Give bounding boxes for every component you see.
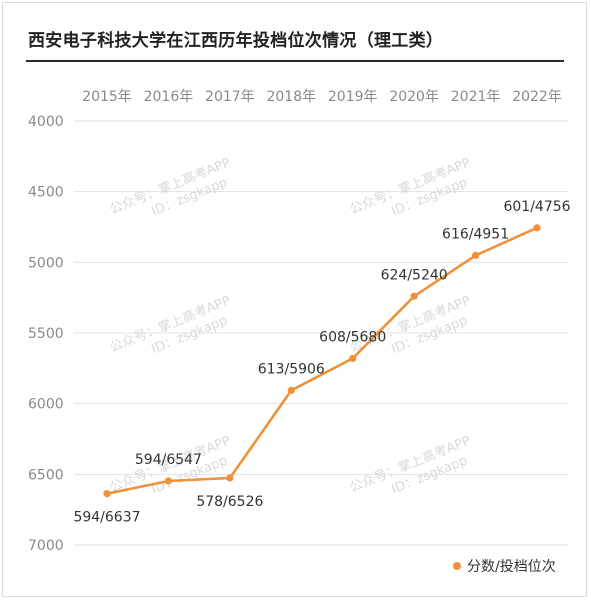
- y-tick-label: 4500: [28, 185, 64, 201]
- y-tick-label: 6500: [28, 467, 64, 483]
- data-label: 624/5240: [381, 267, 448, 283]
- x-tick-label: 2018年: [266, 89, 316, 105]
- data-label: 594/6637: [73, 510, 140, 526]
- x-axis: 2015年 2016年 2017年 2018年 2019年 2020年 2021年 2022年: [82, 89, 562, 105]
- x-tick-label: 2020年: [389, 89, 439, 105]
- grid-lines: [74, 120, 568, 546]
- chart-frame: [2, 2, 587, 597]
- data-point: [349, 354, 357, 363]
- y-tick-label: 6000: [28, 397, 64, 413]
- y-axis: 4000 4500 5000 5500 6000 6500 7000: [28, 114, 64, 554]
- y-tick-label: 4000: [28, 114, 64, 130]
- data-point: [287, 386, 295, 394]
- data-label: 608/5680: [319, 329, 386, 345]
- series-line: [105, 226, 539, 496]
- data-label: 594/6547: [135, 452, 202, 468]
- data-label: 613/5906: [258, 361, 325, 377]
- data-point: [164, 477, 173, 485]
- data-point: [410, 292, 418, 300]
- data-point: [226, 474, 234, 482]
- chart-title: 西安电子科技大学在江西历年投档位次情况（理工类）: [28, 31, 444, 51]
- legend: 分数/投档位次: [453, 559, 556, 575]
- data-point: [103, 490, 111, 498]
- x-tick-label: 2017年: [205, 89, 255, 105]
- legend-marker: [453, 562, 461, 570]
- series-layer: [103, 224, 541, 498]
- data-point: [533, 224, 541, 232]
- x-tick-label: 2016年: [144, 89, 194, 105]
- data-label: 601/4756: [503, 199, 570, 215]
- data-point: [471, 251, 480, 260]
- data-labels: 594/6637 594/6547 578/6526 613/5906 608/5680…: [73, 199, 570, 526]
- y-tick-label: 7000: [28, 538, 64, 554]
- x-tick-label: 2015年: [82, 89, 132, 105]
- x-tick-label: 2019年: [328, 89, 378, 105]
- data-label: 616/4951: [442, 226, 509, 242]
- data-label: 578/6526: [196, 494, 263, 510]
- legend-label: 分数/投档位次: [467, 559, 556, 575]
- y-tick-label: 5000: [28, 255, 64, 271]
- title-underline: [26, 60, 564, 62]
- y-tick-label: 5500: [28, 326, 64, 342]
- x-tick-label: 2021年: [451, 89, 501, 105]
- x-tick-label: 2022年: [512, 89, 562, 105]
